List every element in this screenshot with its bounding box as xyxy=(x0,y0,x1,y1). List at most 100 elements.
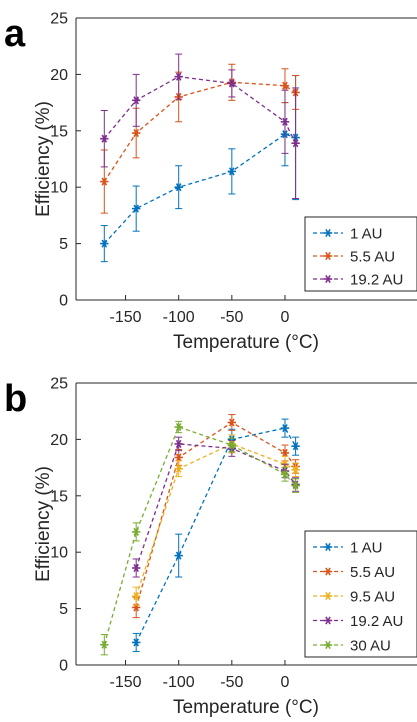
y-tick-label: 5 xyxy=(59,236,68,253)
data-point xyxy=(131,638,141,647)
y-tick-label: 15 xyxy=(50,488,68,505)
plot-area-a xyxy=(100,53,300,263)
y-tick-label: 10 xyxy=(50,180,68,197)
data-point xyxy=(291,139,300,148)
y-tick-label: 5 xyxy=(59,601,68,618)
panel-b: b -150 -100 -50 0 0 5 10 15 20 25 Temperature (°C… xyxy=(4,376,417,718)
legend-marker xyxy=(323,640,333,650)
legend-marker xyxy=(323,251,333,261)
data-point xyxy=(227,79,237,88)
y-tick-label: 0 xyxy=(59,658,68,675)
y-tick-label: 10 xyxy=(50,545,68,562)
data-point xyxy=(227,418,237,427)
data-point xyxy=(174,183,183,192)
data-point xyxy=(174,439,183,448)
series-line xyxy=(135,427,297,643)
x-tick-label: -50 xyxy=(220,674,243,691)
series-19-2-au xyxy=(131,436,300,578)
legend-label: 19.2 AU xyxy=(350,613,403,630)
series-line xyxy=(103,133,296,245)
legend-label: 19.2 AU xyxy=(350,272,403,289)
series-9-5-au xyxy=(131,434,300,606)
data-point xyxy=(280,81,290,90)
axis-ticks-a: -150 -100 -50 0 0 5 10 15 20 25 xyxy=(50,11,289,327)
legend-entry: 1 AU xyxy=(313,540,383,557)
data-point xyxy=(280,424,290,433)
series-line xyxy=(135,443,297,569)
axis-ticks-b: -150 -100 -50 0 0 5 10 15 20 25 xyxy=(50,376,289,692)
legend-label: 9.5 AU xyxy=(350,589,395,606)
legend-a: 1 AU 5.5 AU 19.2 AU xyxy=(304,216,417,292)
x-tick-label: -150 xyxy=(110,309,142,326)
y-axis-title-b: Efficiency (%) xyxy=(33,466,54,582)
legend-marker xyxy=(323,274,333,284)
series-30-au xyxy=(100,420,300,656)
legend-label: 5.5 AU xyxy=(350,564,395,581)
legend-marker xyxy=(323,591,333,601)
x-tick-label: -100 xyxy=(163,309,195,326)
legend-marker xyxy=(323,228,333,238)
x-axis-title-b: Temperature (°C) xyxy=(173,697,319,718)
legend-entry: 19.2 AU xyxy=(313,272,403,289)
y-tick-label: 25 xyxy=(50,376,68,393)
data-point xyxy=(131,96,141,105)
y-tick-label: 25 xyxy=(50,11,68,28)
x-tick-label: 0 xyxy=(281,674,290,691)
data-point xyxy=(174,551,183,560)
legend-b: 1 AU 5.5 AU 9.5 AU 19.2 AU 30 AU xyxy=(304,530,417,658)
legend-label: 30 AU xyxy=(350,638,391,655)
plot-area-b xyxy=(100,414,300,656)
data-point xyxy=(131,563,141,573)
data-point xyxy=(131,592,141,601)
data-point xyxy=(100,640,109,649)
y-axis-title-a: Efficiency (%) xyxy=(33,101,54,217)
data-point xyxy=(280,470,290,479)
legend-label: 1 AU xyxy=(350,540,383,557)
series-line xyxy=(103,426,297,645)
data-point xyxy=(100,134,109,143)
y-tick-label: 20 xyxy=(50,432,68,449)
x-axis-title-a: Temperature (°C) xyxy=(173,332,319,353)
legend-entry: 5.5 AU xyxy=(313,564,395,581)
data-point xyxy=(227,441,237,450)
legend-marker xyxy=(323,542,333,552)
data-point xyxy=(280,117,290,126)
legend-box-b xyxy=(304,530,417,658)
legend-entry: 5.5 AU xyxy=(313,249,395,266)
data-point xyxy=(227,167,237,176)
x-tick-label: -100 xyxy=(163,674,195,691)
legend-label: 5.5 AU xyxy=(350,249,395,266)
x-tick-label: 0 xyxy=(281,309,290,326)
data-point xyxy=(291,442,300,451)
data-point xyxy=(174,72,183,81)
series-5-5-au xyxy=(131,414,300,619)
series-line xyxy=(103,81,296,182)
data-point xyxy=(280,448,290,457)
data-point xyxy=(100,177,109,186)
legend-marker xyxy=(323,616,333,625)
data-point xyxy=(131,527,141,536)
data-point xyxy=(291,481,300,490)
legend-entry: 19.2 AU xyxy=(313,613,403,630)
data-point xyxy=(131,204,141,213)
data-point xyxy=(174,464,183,473)
y-tick-label: 20 xyxy=(50,67,68,84)
y-tick-label: 0 xyxy=(59,293,68,310)
y-tick-label: 15 xyxy=(50,123,68,140)
series-19-2-au xyxy=(100,53,300,199)
series-5-5-au xyxy=(100,63,300,214)
panel-a: a -150 -100 -50 0 0 5 10 15 20 25 Temperature (°C… xyxy=(4,11,417,353)
legend-marker xyxy=(323,567,333,576)
legend-label: 1 AU xyxy=(350,226,383,243)
data-point xyxy=(100,239,109,248)
data-point xyxy=(174,453,183,462)
data-point xyxy=(174,422,183,432)
series-1-au xyxy=(100,75,300,263)
panel-label-a: a xyxy=(4,13,26,55)
legend-entry: 9.5 AU xyxy=(313,589,395,606)
data-point xyxy=(131,129,141,138)
series-line xyxy=(135,421,297,608)
data-point xyxy=(291,465,300,474)
legend-entry: 30 AU xyxy=(313,638,391,655)
